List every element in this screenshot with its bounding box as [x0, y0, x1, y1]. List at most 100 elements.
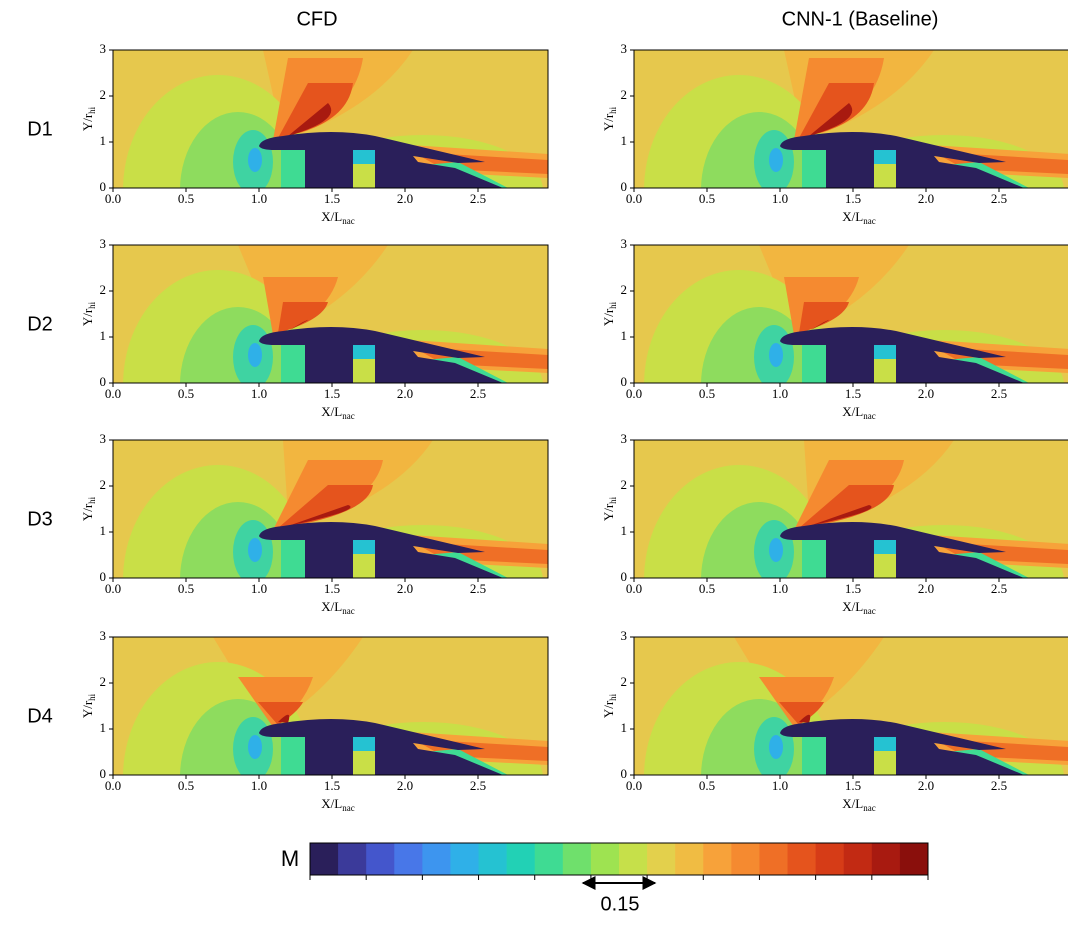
y-axis-label-sub: hi: [87, 496, 97, 504]
frame: [112, 636, 549, 776]
x-axis-label-main: X/L: [321, 599, 342, 614]
column-title: CFD: [296, 8, 337, 30]
x-tick-label: 0.0: [626, 581, 642, 596]
frame: [633, 439, 1068, 579]
y-tick-label: 2: [100, 87, 107, 102]
x-tick-label: 0.5: [178, 386, 194, 401]
contour: [288, 505, 351, 526]
x-axis-label: X/Lnac: [321, 209, 354, 226]
contour: [288, 319, 308, 331]
y-tick-label: 3: [100, 236, 107, 251]
x-tick-label: 1.5: [324, 386, 340, 401]
x-tick-label: 2.0: [918, 581, 934, 596]
colorbar-swatch: [871, 843, 901, 875]
y-tick-label: 0: [100, 179, 107, 194]
x-tick-label: 2.0: [397, 386, 413, 401]
x-tick-label: 1.5: [324, 581, 340, 596]
x-axis-label: X/Lnac: [321, 599, 354, 616]
contour-plot: [634, 50, 1068, 188]
x-tick-label: 0.0: [105, 778, 121, 793]
y-axis-label-main: Y/r: [601, 308, 616, 326]
y-axis-label-main: Y/r: [80, 700, 95, 718]
x-axis-label: X/Lnac: [321, 796, 354, 813]
x-tick-label: 2.5: [991, 778, 1007, 793]
x-tick-label: 0.0: [626, 386, 642, 401]
contour: [799, 485, 894, 528]
contour-plot: [634, 440, 1068, 578]
colorbar-frame: [309, 842, 929, 876]
colorbar-swatch: [506, 843, 536, 875]
y-tick-label: 1: [100, 720, 107, 735]
contour: [248, 148, 262, 172]
colorbar-swatch: [843, 843, 873, 875]
nacelle: [780, 719, 1006, 775]
frame: [633, 244, 1068, 384]
colorbar-swatch: [562, 843, 592, 875]
x-tick-label: 1.0: [251, 191, 267, 206]
y-tick-label: 3: [100, 628, 107, 643]
colorbar-swatch: [731, 843, 760, 875]
contour: [769, 735, 783, 759]
x-axis-label-main: X/L: [321, 404, 342, 419]
y-tick-label: 0: [100, 766, 107, 781]
contour: [278, 302, 328, 333]
x-tick-label: 1.5: [845, 191, 861, 206]
x-axis-label: X/Lnac: [842, 796, 875, 813]
contour: [278, 83, 353, 138]
x-tick-label: 0.5: [178, 191, 194, 206]
axes: 0.0 0.5 1.0 1.5 2.0 2.5 0 1 2 3 X/Lnac Y/rhi: [601, 41, 1068, 226]
x-tick-label: 0.5: [699, 191, 715, 206]
x-tick-label: 0.0: [626, 191, 642, 206]
y-axis-label-main: Y/r: [601, 700, 616, 718]
y-axis-label-sub: hi: [87, 301, 97, 309]
frame: [633, 636, 1068, 776]
x-axis-label: X/Lnac: [321, 404, 354, 421]
scale-label: 0.15: [601, 893, 640, 915]
x-tick-label: 2.0: [918, 191, 934, 206]
y-axis-label-main: Y/r: [80, 113, 95, 131]
y-axis-label: Y/rhi: [80, 693, 97, 718]
x-tick-label: 1.0: [772, 386, 788, 401]
x-axis-label-sub: nac: [863, 606, 876, 616]
y-tick-label: 1: [100, 523, 107, 538]
y-tick-label: 3: [100, 41, 107, 56]
nacelle: [780, 327, 1006, 383]
colorbar-swatch: [366, 843, 395, 875]
contour: [802, 733, 826, 775]
plug: [375, 737, 503, 775]
x-tick-label: 2.0: [918, 386, 934, 401]
plug: [896, 150, 1024, 188]
contour-plot: [113, 637, 548, 775]
y-axis-label-main: Y/r: [80, 308, 95, 326]
x-axis-label: X/Lnac: [842, 599, 875, 616]
x-axis-label-main: X/L: [842, 599, 863, 614]
x-axis-label: X/Lnac: [842, 209, 875, 226]
y-tick-label: 1: [621, 133, 628, 148]
y-axis-label-sub: hi: [608, 693, 618, 701]
nacelle: [259, 719, 485, 775]
contour: [769, 538, 783, 562]
colorbar-swatch: [534, 843, 564, 875]
frame: [112, 439, 549, 579]
contour: [799, 714, 811, 723]
y-axis-label: Y/rhi: [80, 301, 97, 326]
y-axis-label: Y/rhi: [80, 496, 97, 521]
y-tick-label: 1: [621, 523, 628, 538]
y-tick-label: 1: [621, 328, 628, 343]
y-tick-label: 0: [621, 766, 628, 781]
axes: 0.0 0.5 1.0 1.5 2.0 2.5 0 1 2 3 X/Lnac Y/rhi: [601, 431, 1068, 616]
axes: 0.0 0.5 1.0 1.5 2.0 2.5 0 1 2 3 X/Lnac Y/rhi: [601, 236, 1068, 421]
x-tick-label: 0.0: [626, 778, 642, 793]
contour: [769, 343, 783, 367]
axes: 0.0 0.5 1.0 1.5 2.0 2.5 0 1 2 3 X/Lnac Y/rhi: [80, 41, 549, 226]
nacelle: [259, 132, 485, 188]
column-title: CNN-1 (Baseline): [782, 8, 939, 30]
contour: [278, 714, 290, 723]
row-label: D1: [27, 118, 53, 140]
contour: [809, 319, 829, 331]
contour: [802, 536, 826, 578]
contour: [779, 702, 824, 725]
x-tick-label: 2.0: [397, 581, 413, 596]
colorbar-swatch: [619, 843, 648, 875]
